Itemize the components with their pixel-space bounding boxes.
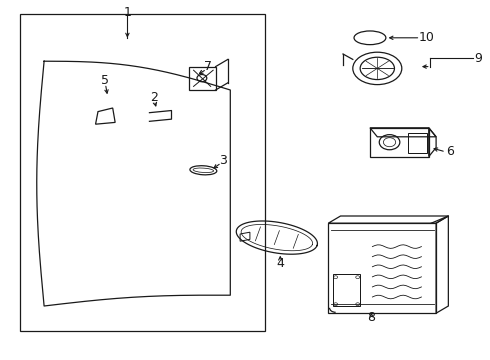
Bar [333, 274, 360, 306]
Text: 3: 3 [219, 154, 227, 167]
Text: 8: 8 [368, 311, 375, 324]
Text: 5: 5 [101, 75, 109, 87]
Text: 7: 7 [204, 60, 212, 73]
Bar [20, 14, 265, 331]
Text: 1: 1 [123, 6, 131, 19]
Text: 4: 4 [276, 257, 284, 270]
Text: 9: 9 [474, 52, 482, 65]
Text: 6: 6 [446, 145, 454, 158]
Text: 10: 10 [418, 31, 434, 44]
Bar [328, 223, 436, 313]
Bar [408, 133, 427, 153]
Text: 2: 2 [150, 91, 158, 104]
